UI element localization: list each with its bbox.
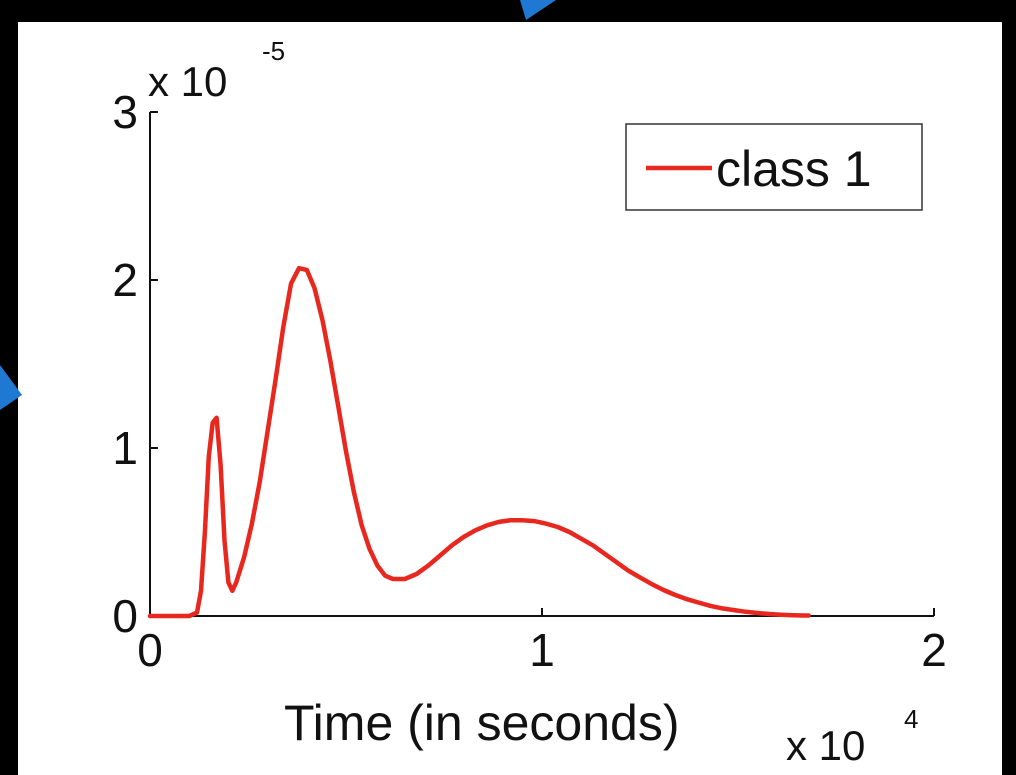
- y-exponent-power: -5: [262, 36, 285, 66]
- legend-entry-class-1: class 1: [716, 141, 872, 197]
- y-exponent-base: x 10: [148, 58, 227, 105]
- x-tick-label: 2: [921, 624, 947, 676]
- series-line-class-1: [147, 265, 811, 619]
- accent-mark-left: [0, 365, 22, 410]
- accent-mark-top: [520, 0, 556, 20]
- y-tick-label: 0: [112, 590, 138, 642]
- y-tick-label: 3: [112, 86, 138, 138]
- x-tick-label: 1: [529, 624, 555, 676]
- y-tick-label: 1: [112, 422, 138, 474]
- legend: class 1: [625, 123, 923, 211]
- y-exponent-label: x 10: [148, 58, 227, 105]
- x-axis-label: Time (in seconds): [284, 695, 679, 751]
- x-exponent-label: x 10: [786, 722, 865, 769]
- x-exponent-power: 4: [904, 704, 918, 734]
- x-tick-label: 0: [137, 624, 163, 676]
- tick-labels: 0 1 2 0 1 2 3: [112, 86, 946, 676]
- y-tick-label: 2: [112, 254, 138, 306]
